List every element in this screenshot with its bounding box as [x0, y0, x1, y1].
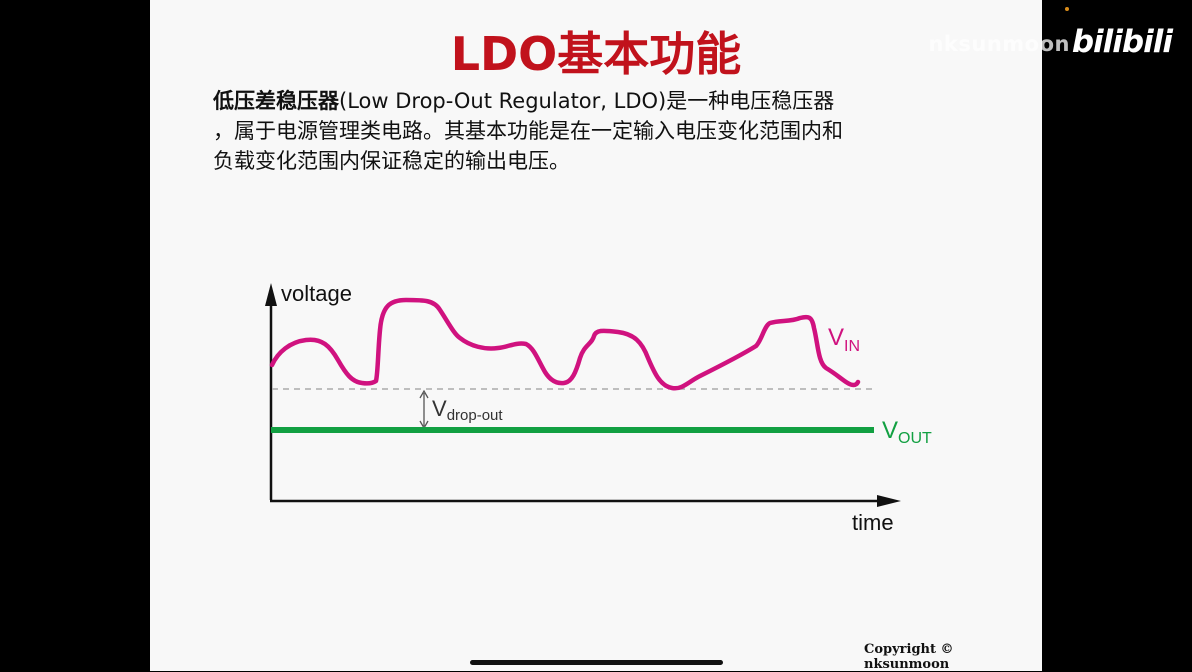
vout-label-sub: OUT — [898, 430, 932, 447]
vin-curve — [269, 297, 861, 391]
dropout-arrow-top — [419, 389, 429, 399]
ldo-english-term: (Low Drop-Out Regulator, LDO)是一种电压稳压器 — [339, 89, 835, 113]
dropout-label-main: V — [432, 396, 447, 421]
status-indicator-dot — [1065, 7, 1069, 11]
slide: LDO基本功能 低压差稳压器(Low Drop-Out Regulator, L… — [150, 0, 1042, 672]
dropout-label: Vdrop-out — [432, 396, 503, 424]
description-line-3: 负载变化范围内保证稳定的输出电压。 — [213, 149, 570, 173]
y-axis-arrowhead — [265, 283, 277, 306]
vin-label-main: V — [828, 324, 844, 351]
copyright-notice: Copyright © nksunmoon — [864, 642, 954, 672]
bilibili-logo: bilibili — [1071, 24, 1173, 60]
description-line-1: 低压差稳压器(Low Drop-Out Regulator, LDO)是一种电压… — [213, 86, 993, 116]
dropout-label-sub: drop-out — [447, 407, 504, 424]
slide-title: LDO基本功能 — [450, 27, 742, 81]
description-line-2: ，属于电源管理类电路。其基本功能是在一定输入电压变化范围内和 — [213, 119, 843, 143]
vout-label: VOUT — [882, 417, 932, 447]
uploader-watermark: nksunmoon — [928, 32, 1070, 56]
x-axis-label: time — [852, 510, 894, 535]
description-paragraph: 低压差稳压器(Low Drop-Out Regulator, LDO)是一种电压… — [213, 86, 993, 176]
ldo-chinese-term: 低压差稳压器 — [213, 89, 339, 113]
y-axis-label: voltage — [281, 281, 352, 306]
vout-label-main: V — [882, 417, 898, 444]
vin-label-sub: IN — [844, 338, 860, 355]
x-axis-arrowhead — [877, 495, 901, 507]
home-indicator-bar[interactable] — [470, 660, 723, 665]
vin-label: VIN — [828, 324, 860, 355]
